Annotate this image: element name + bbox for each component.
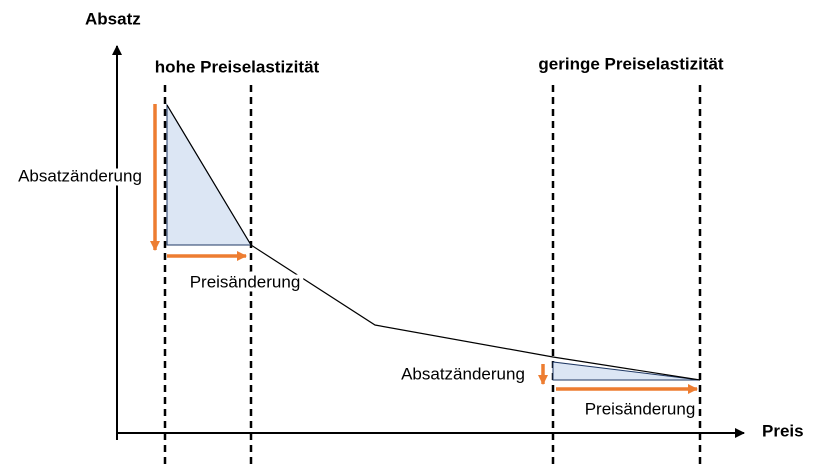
change-label: Absatzänderung (401, 364, 525, 383)
y-axis-label: Absatz (85, 9, 141, 28)
change-arrows (150, 104, 698, 394)
elasticity-triangle (552, 361, 701, 381)
demand-curve (166, 104, 701, 381)
region-title: geringe Preiselastizität (538, 54, 724, 73)
change-label: Preisänderung (190, 272, 301, 291)
region-title: hohe Preiselastizität (155, 57, 320, 76)
dashed-lines (163, 85, 702, 466)
change-label: Absatzänderung (18, 166, 142, 185)
change-label: Preisänderung (585, 399, 696, 418)
x-axis-label: Preis (762, 421, 804, 440)
